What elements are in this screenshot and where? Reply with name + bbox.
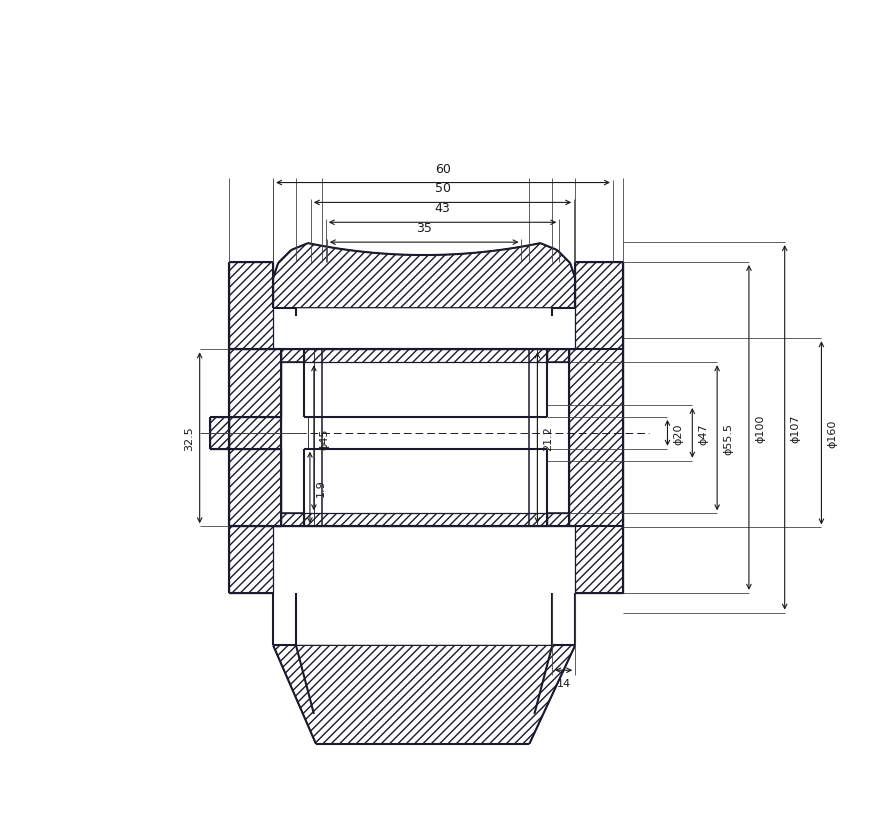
Polygon shape [304, 514, 547, 527]
Polygon shape [281, 514, 304, 527]
Text: ϕ100: ϕ100 [755, 414, 765, 442]
Text: ϕ55.5: ϕ55.5 [723, 423, 733, 455]
Polygon shape [230, 263, 281, 593]
Polygon shape [210, 350, 281, 527]
Polygon shape [547, 350, 569, 363]
Text: ϕ45: ϕ45 [320, 428, 330, 449]
Text: ϕ47: ϕ47 [699, 423, 708, 444]
Text: 35: 35 [417, 222, 432, 235]
Text: 1.9: 1.9 [316, 479, 326, 497]
Text: ϕ160: ϕ160 [828, 419, 837, 447]
Text: 14: 14 [556, 678, 570, 688]
Polygon shape [547, 514, 569, 527]
Polygon shape [273, 244, 575, 308]
Text: ϕ107: ϕ107 [790, 414, 801, 442]
Polygon shape [304, 350, 547, 363]
Polygon shape [281, 350, 304, 363]
Text: 21.2: 21.2 [543, 426, 554, 450]
Text: 60: 60 [435, 162, 451, 175]
Polygon shape [273, 645, 575, 744]
Text: 50: 50 [434, 183, 450, 195]
Polygon shape [569, 263, 623, 593]
Text: ϕ20: ϕ20 [674, 423, 684, 444]
Text: 32.5: 32.5 [183, 426, 194, 450]
Text: 43: 43 [434, 202, 450, 215]
